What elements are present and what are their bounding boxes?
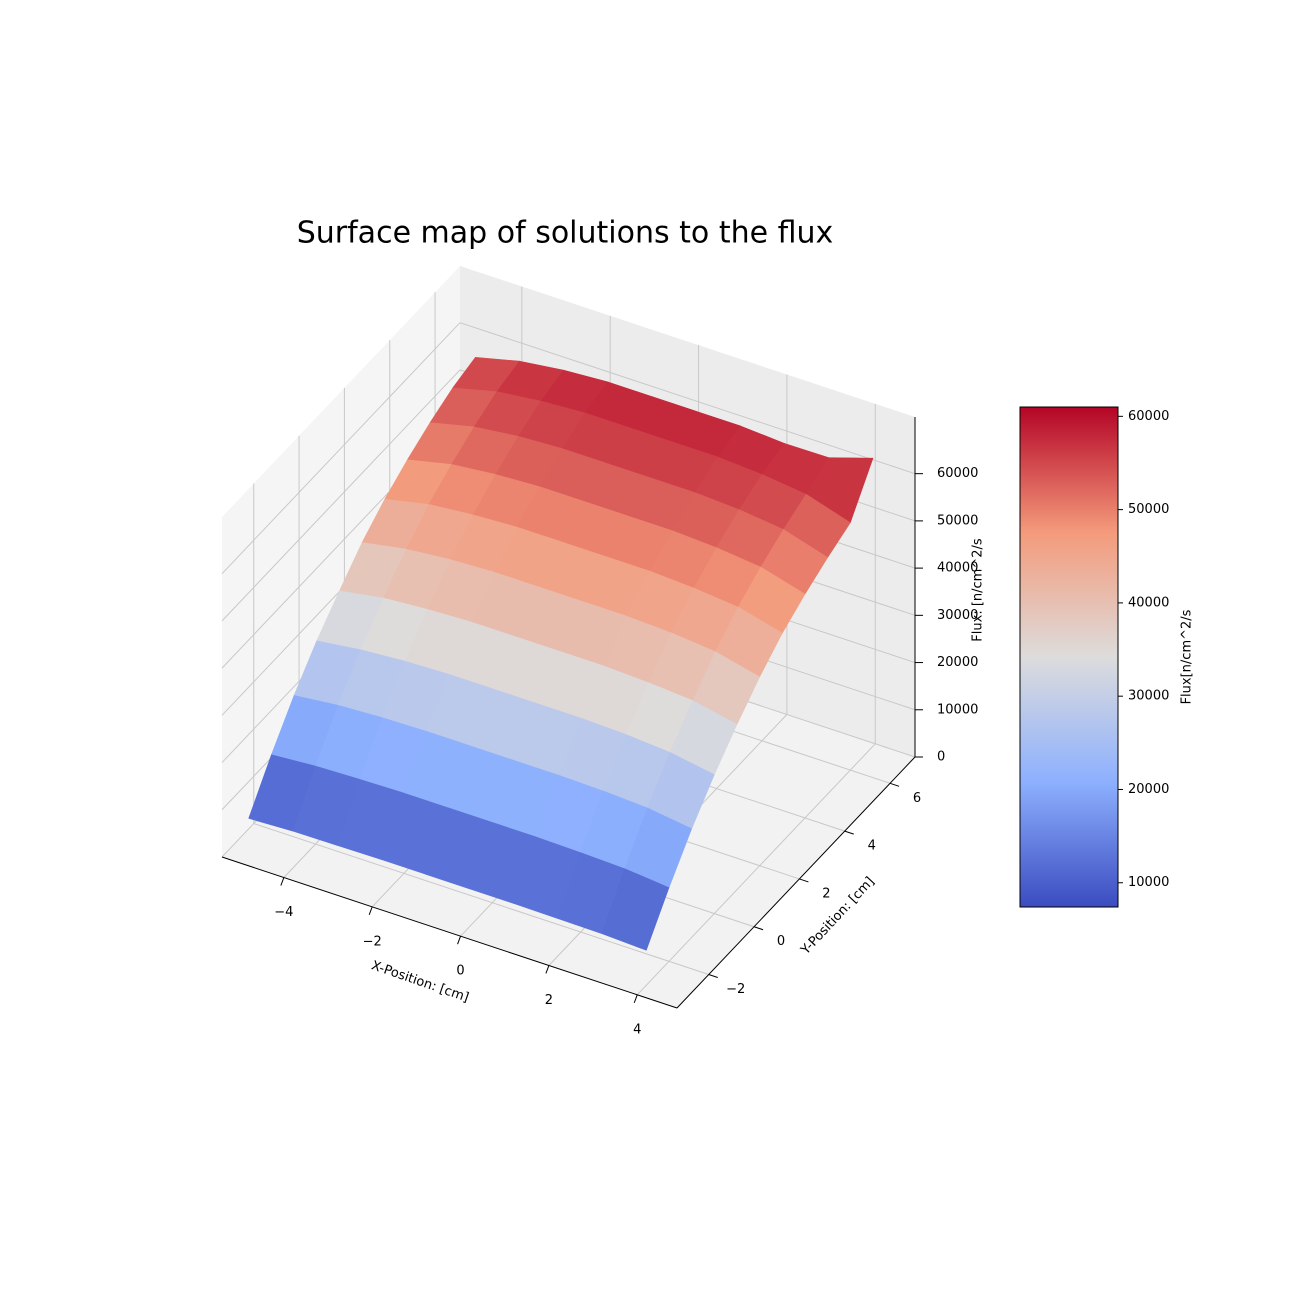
x-tick-label: −2 (363, 934, 382, 949)
z-axis-label: Flux: [n/cm^2/s (971, 538, 986, 642)
grid-line (459, 322, 916, 475)
colorbar-tick-label: 40000 (1128, 595, 1169, 610)
y-tick-label: 6 (913, 791, 921, 806)
y-axis-label: Y-Position: [cm] (798, 874, 878, 958)
x-tick-label: 4 (633, 1022, 641, 1037)
x-tick-label: −4 (274, 905, 293, 920)
colorbar-ticks: 10000 20000 30000 40000 50000 60000 (1118, 409, 1169, 890)
x-axis-line (221, 856, 678, 1009)
z-tick-label: 40000 (937, 561, 978, 576)
y-tick-label: 2 (822, 886, 830, 901)
grid-line (253, 823, 709, 976)
y-tick-label: 0 (777, 934, 785, 949)
colorbar-tick-label: 20000 (1128, 782, 1169, 797)
z-tick-label: 10000 (937, 702, 978, 717)
tick-mark (457, 935, 462, 945)
axes: −4 −2 0 2 4 −2 0 2 4 6 0 10000 20000 30000 40000 50000 6… (221, 417, 978, 1037)
y-tick-label: −2 (726, 982, 745, 997)
surface (248, 357, 874, 951)
x-tick-label: 0 (456, 964, 464, 979)
colorbar-tick-label: 50000 (1128, 502, 1169, 517)
tick-mark (280, 877, 285, 886)
left-pane (222, 266, 460, 857)
tick-mark (708, 974, 718, 979)
y-axis-line (676, 756, 916, 1009)
colorbar-tick-label: 10000 (1128, 875, 1169, 890)
chart-title: Surface map of solutions to the flux (297, 216, 834, 251)
tick-mark (545, 965, 550, 974)
colorbar (1019, 406, 1119, 908)
grid-line (221, 322, 461, 575)
z-tick-label: 20000 (937, 655, 978, 670)
x-tick-label: 2 (545, 993, 553, 1008)
y-tick-label: 4 (868, 839, 876, 854)
tick-mark (844, 830, 854, 835)
colorbar-tick-label: 30000 (1128, 689, 1169, 704)
tick-mark (799, 878, 809, 883)
tick-mark (753, 926, 764, 931)
z-tick-label: 60000 (937, 466, 978, 481)
colorbar-tick-label: 60000 (1128, 409, 1169, 424)
grid-line (636, 743, 876, 996)
surface-patch (601, 868, 670, 951)
z-tick-label: 30000 (937, 608, 978, 623)
colorbar-label: Flux[n/cm^2/s (1180, 609, 1195, 704)
z-tick-label: 0 (937, 750, 945, 765)
grid-line (221, 369, 461, 622)
tick-mark (889, 782, 900, 787)
z-tick-label: 50000 (937, 513, 978, 528)
tick-mark (633, 994, 638, 1003)
tick-mark (368, 906, 373, 916)
